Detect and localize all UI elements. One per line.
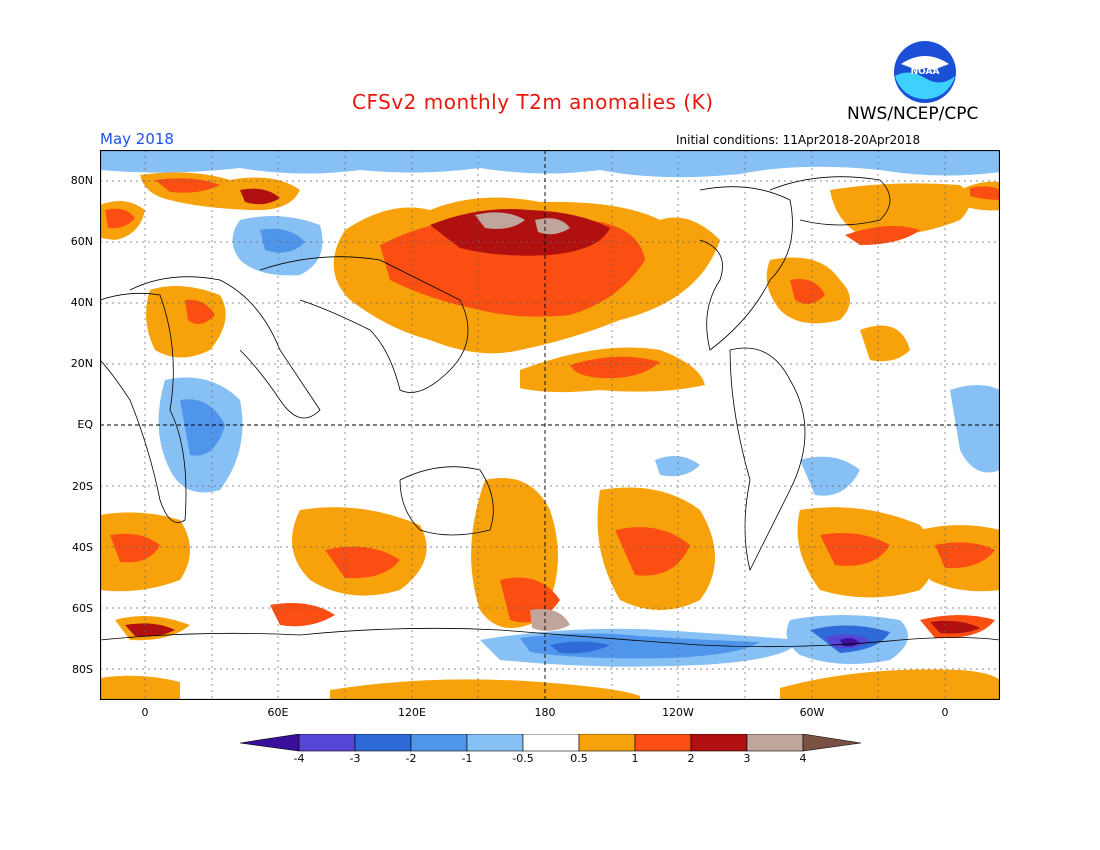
colorbar-bin [746, 734, 804, 752]
colorbar-label: -2 [405, 752, 417, 765]
warm-anomaly-antarctic [100, 669, 1000, 700]
agency-label: NWS/NCEP/CPC [847, 104, 979, 124]
colorbar [240, 734, 862, 752]
colorbar-label: 4 [799, 752, 807, 765]
colorbar-label: -0.5 [512, 752, 534, 765]
colorbar-label: 3 [743, 752, 751, 765]
colorbar-label: -1 [461, 752, 473, 765]
lat-label-20n: 20N [70, 357, 93, 370]
cold-anomaly-arctic [100, 150, 1000, 178]
lon-label-120e: 120E [398, 706, 426, 719]
colorbar-label: 1 [631, 752, 639, 765]
lon-label-60w: 60W [799, 706, 825, 719]
colorbar-label: 2 [687, 752, 695, 765]
lon-label-120w: 120W [662, 706, 694, 719]
lon-label-180: 180 [534, 706, 556, 719]
lat-label-60s: 60S [72, 602, 93, 615]
colorbar-bin [466, 734, 524, 752]
svg-text:NOAA: NOAA [911, 67, 940, 77]
lat-label-eq: EQ [77, 418, 93, 431]
colorbar-label: 0.5 [570, 752, 588, 765]
noaa-logo: NOAA [894, 41, 956, 103]
colorbar-bin [690, 734, 748, 752]
lat-label-40s: 40S [72, 541, 93, 554]
warm-anomaly-siberia [333, 197, 720, 354]
initial-conditions: Initial conditions: 11Apr2018-20Apr2018 [676, 133, 921, 147]
lat-label-40n: 40N [70, 296, 93, 309]
lat-label-80n: 80N [70, 174, 93, 187]
continent-outlines [100, 176, 1000, 648]
chart-title: CFSv2 monthly T2m anomalies (K) [352, 90, 714, 114]
lat-label-60n: 60N [70, 235, 93, 248]
lon-label-0-east: 0 [941, 706, 949, 719]
lat-label-80s: 80S [72, 663, 93, 676]
colorbar-bin [298, 734, 356, 752]
forecast-month: May 2018 [100, 130, 174, 148]
colorbar-lt-minus4 [240, 734, 300, 752]
warm-anomaly-north-pacific [520, 347, 705, 393]
lat-label-20s: 20S [72, 480, 93, 493]
warm-anomaly-southern-ocean [100, 478, 1000, 641]
colorbar-bin [410, 734, 468, 752]
anomaly-map [100, 150, 1000, 700]
cold-anomaly-regions [158, 216, 1000, 667]
colorbar-bin [578, 734, 636, 752]
warm-anomaly-europe [100, 172, 1000, 358]
lon-label-60e: 60E [267, 706, 289, 719]
colorbar-label: -3 [349, 752, 361, 765]
colorbar-label: -4 [293, 752, 305, 765]
graticule [100, 150, 1000, 700]
colorbar-bin [634, 734, 692, 752]
colorbar-bin [354, 734, 412, 752]
lon-label-0: 0 [141, 706, 149, 719]
colorbar-gt-4 [802, 734, 862, 752]
colorbar-bin [522, 734, 580, 752]
warm-anomaly-north-atlantic [766, 183, 970, 362]
